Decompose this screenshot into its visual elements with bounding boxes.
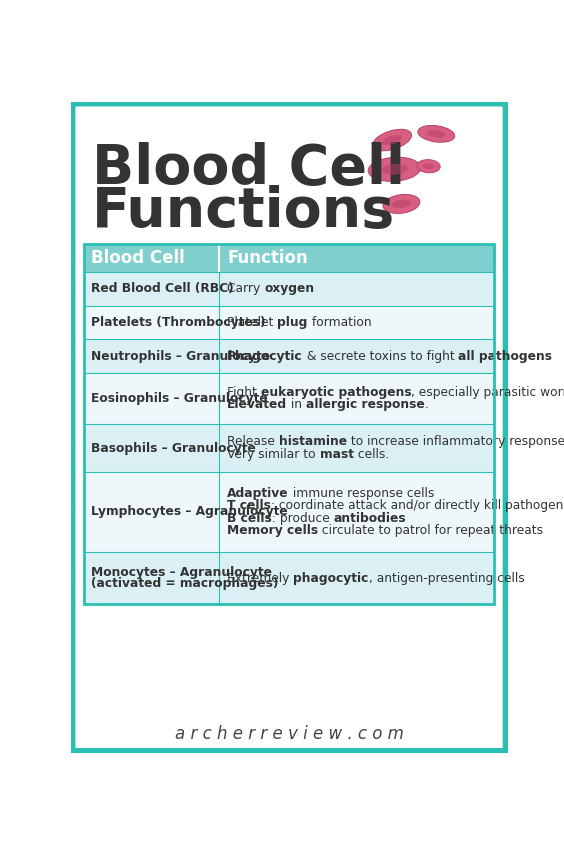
Text: Red Blood Cell (RBC): Red Blood Cell (RBC) bbox=[91, 282, 233, 295]
FancyBboxPatch shape bbox=[85, 305, 494, 339]
Text: phagocytic: phagocytic bbox=[293, 572, 369, 585]
Text: histamine: histamine bbox=[279, 436, 347, 448]
Text: in: in bbox=[287, 398, 306, 411]
Text: : produce: : produce bbox=[272, 512, 333, 525]
Text: .: . bbox=[425, 398, 429, 411]
Ellipse shape bbox=[368, 157, 421, 181]
Ellipse shape bbox=[417, 160, 440, 173]
Ellipse shape bbox=[422, 163, 435, 169]
Text: Phagocytic: Phagocytic bbox=[227, 350, 303, 363]
Text: all pathogens: all pathogens bbox=[459, 350, 552, 363]
Text: & secrete toxins to fight: & secrete toxins to fight bbox=[303, 350, 459, 363]
Ellipse shape bbox=[382, 135, 402, 146]
Text: Platelets (Thrombocytes): Platelets (Thrombocytes) bbox=[91, 316, 265, 329]
Text: Eosinophils – Granulocyte: Eosinophils – Granulocyte bbox=[91, 393, 267, 405]
Text: B cells: B cells bbox=[227, 512, 272, 525]
Ellipse shape bbox=[418, 125, 455, 142]
Text: plug: plug bbox=[277, 316, 308, 329]
FancyBboxPatch shape bbox=[85, 272, 494, 305]
Text: (activated = macrophages): (activated = macrophages) bbox=[91, 577, 278, 590]
Text: Platelet: Platelet bbox=[227, 316, 277, 329]
Text: Basophils – Granulocyte: Basophils – Granulocyte bbox=[91, 442, 255, 454]
FancyBboxPatch shape bbox=[85, 424, 494, 472]
Text: Adaptive: Adaptive bbox=[227, 487, 289, 500]
Text: : coordinate attack and/or directly kill pathogens: : coordinate attack and/or directly kill… bbox=[271, 499, 564, 513]
Text: Elevated: Elevated bbox=[227, 398, 287, 411]
Text: Functions: Functions bbox=[92, 184, 395, 239]
Text: Fight: Fight bbox=[227, 386, 261, 399]
Text: a r c h e r r e v i e w . c o m: a r c h e r r e v i e w . c o m bbox=[175, 726, 403, 744]
Text: cells.: cells. bbox=[354, 448, 389, 461]
FancyBboxPatch shape bbox=[85, 472, 494, 552]
FancyBboxPatch shape bbox=[85, 339, 494, 373]
Text: Memory cells: Memory cells bbox=[227, 524, 318, 537]
FancyBboxPatch shape bbox=[85, 552, 494, 604]
Text: , antigen-presenting cells: , antigen-presenting cells bbox=[369, 572, 525, 585]
Text: Blood Cell: Blood Cell bbox=[92, 141, 405, 195]
Text: oxygen: oxygen bbox=[264, 282, 314, 295]
Text: circulate to patrol for repeat threats: circulate to patrol for repeat threats bbox=[318, 524, 543, 537]
Text: Carry: Carry bbox=[227, 282, 264, 295]
FancyBboxPatch shape bbox=[85, 244, 494, 272]
Text: Lymphocytes – Agranulocyte: Lymphocytes – Agranulocyte bbox=[91, 505, 288, 519]
Ellipse shape bbox=[381, 164, 408, 175]
Text: Release: Release bbox=[227, 436, 279, 448]
Text: mast: mast bbox=[320, 448, 354, 461]
Text: Neutrophils – Granulocyte: Neutrophils – Granulocyte bbox=[91, 350, 270, 363]
Text: allergic response: allergic response bbox=[306, 398, 425, 411]
Text: , especially parasitic worms.: , especially parasitic worms. bbox=[411, 386, 564, 399]
Text: eukaryotic pathogens: eukaryotic pathogens bbox=[261, 386, 411, 399]
FancyBboxPatch shape bbox=[85, 373, 494, 424]
Text: Very similar to: Very similar to bbox=[227, 448, 320, 461]
Text: Monocytes – Agranulocyte: Monocytes – Agranulocyte bbox=[91, 566, 272, 580]
Text: formation: formation bbox=[308, 316, 371, 329]
Ellipse shape bbox=[383, 195, 420, 213]
Text: Function: Function bbox=[227, 249, 308, 266]
Text: T cells: T cells bbox=[227, 499, 271, 513]
Ellipse shape bbox=[427, 130, 446, 138]
Text: Blood Cell: Blood Cell bbox=[91, 249, 184, 266]
Text: to increase inflammatory response.: to increase inflammatory response. bbox=[347, 436, 564, 448]
Ellipse shape bbox=[373, 129, 412, 151]
Text: immune response cells: immune response cells bbox=[289, 487, 434, 500]
Text: Extremely: Extremely bbox=[227, 572, 293, 585]
FancyBboxPatch shape bbox=[71, 102, 507, 752]
Text: antibodies: antibodies bbox=[333, 512, 406, 525]
Ellipse shape bbox=[392, 200, 411, 208]
